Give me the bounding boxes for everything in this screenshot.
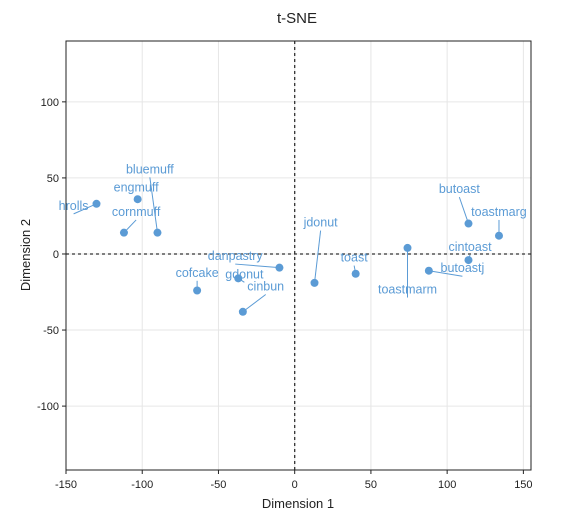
data-label-toastmarm: toastmarm — [378, 283, 437, 297]
data-point-danpastry — [275, 263, 284, 272]
data-point-gdonut — [234, 274, 243, 283]
x-tick-label: 100 — [438, 479, 456, 491]
x-tick-label: 0 — [292, 479, 298, 491]
data-label-gdonut: gdonut — [225, 267, 264, 281]
data-labels: hrolls engmuff bluemuff cornmuff cofcake danp… — [59, 162, 527, 296]
leader-line — [235, 263, 280, 269]
grid-lines — [65, 41, 531, 470]
data-label-hrolls: hrolls — [59, 199, 89, 213]
data-label-butoast: butoast — [439, 182, 481, 196]
leader-line — [428, 270, 463, 277]
data-label-toastmarg: toastmarg — [471, 205, 527, 219]
leader-line — [242, 294, 267, 313]
leader-line — [73, 203, 97, 215]
y-tick-label: -100 — [37, 401, 59, 413]
data-point-cinbun — [238, 307, 247, 316]
data-point-jdonut — [310, 278, 319, 287]
x-tick-label: -50 — [211, 479, 227, 491]
y-tick-label: 50 — [47, 173, 59, 185]
data-label-toast: toast — [341, 251, 369, 265]
chart-title: t-SNE — [277, 10, 317, 27]
data-point-toast — [351, 269, 360, 278]
y-axis-ticks: -100 -50 0 50 100 — [37, 97, 66, 413]
data-label-engmuff: engmuff — [114, 181, 159, 195]
data-label-butoastj: butoastj — [441, 261, 485, 275]
data-point-bluemuff — [153, 228, 162, 237]
data-point-cofcake — [193, 286, 202, 295]
x-axis-ticks: -150 -100 -50 0 50 100 150 — [55, 470, 533, 491]
data-points — [92, 195, 503, 316]
label-leader-lines — [73, 177, 500, 313]
data-label-danpastry: danpastry — [208, 249, 264, 263]
leader-line — [458, 196, 469, 224]
data-label-cinbun: cinbun — [247, 279, 284, 293]
x-tick-label: 50 — [365, 479, 377, 491]
x-tick-label: -100 — [131, 479, 153, 491]
data-label-bluemuff: bluemuff — [126, 162, 174, 176]
data-label-jdonut: jdonut — [303, 216, 339, 230]
y-tick-label: 0 — [53, 249, 59, 261]
data-label-cornmuff: cornmuff — [112, 205, 161, 219]
plot-frame — [65, 40, 532, 471]
data-label-cintoast: cintoast — [448, 240, 492, 254]
leader-line — [314, 230, 322, 283]
y-tick-label: -50 — [43, 325, 59, 337]
data-point-cornmuff — [119, 228, 128, 237]
data-point-cintoast — [464, 256, 473, 265]
data-label-cofcake: cofcake — [176, 266, 219, 280]
y-tick-label: 100 — [41, 97, 59, 109]
data-point-butoastj — [424, 266, 433, 275]
leader-line — [149, 177, 158, 233]
x-axis-label: Dimension 1 — [262, 496, 334, 511]
data-point-engmuff — [133, 195, 142, 204]
x-tick-label: 150 — [514, 479, 532, 491]
data-point-toastmarm — [403, 243, 412, 252]
y-axis-label: Dimension 2 — [18, 219, 33, 291]
data-point-butoast — [464, 219, 473, 228]
data-point-toastmarg — [494, 231, 503, 240]
x-tick-label: -150 — [55, 479, 77, 491]
data-point-hrolls — [92, 199, 101, 208]
